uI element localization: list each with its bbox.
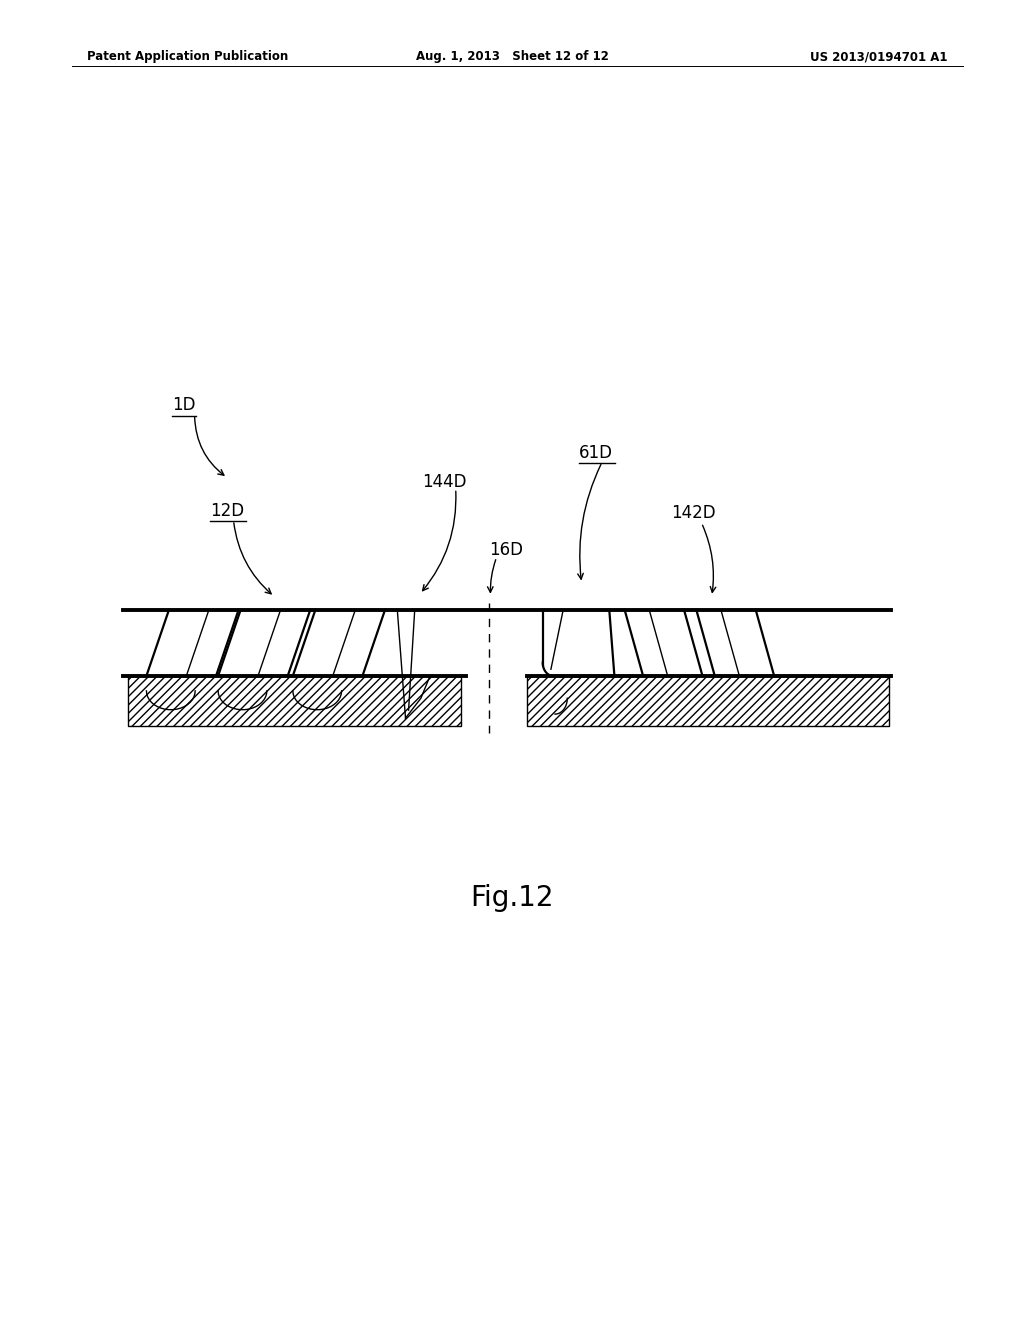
Polygon shape (128, 676, 461, 726)
Text: 1D: 1D (172, 396, 196, 414)
Text: 142D: 142D (671, 504, 716, 523)
Text: 16D: 16D (489, 541, 523, 560)
Text: 61D: 61D (579, 444, 612, 462)
Text: 144D: 144D (422, 473, 466, 491)
Text: Patent Application Publication: Patent Application Publication (87, 50, 289, 63)
Text: 12D: 12D (210, 502, 244, 520)
Text: Fig.12: Fig.12 (470, 884, 554, 912)
FancyArrowPatch shape (423, 491, 456, 590)
Polygon shape (527, 676, 889, 726)
Text: Aug. 1, 2013   Sheet 12 of 12: Aug. 1, 2013 Sheet 12 of 12 (416, 50, 608, 63)
FancyArrowPatch shape (195, 417, 224, 475)
FancyArrowPatch shape (487, 560, 496, 593)
FancyArrowPatch shape (702, 525, 716, 593)
FancyArrowPatch shape (233, 523, 271, 594)
FancyArrowPatch shape (578, 465, 601, 579)
Text: US 2013/0194701 A1: US 2013/0194701 A1 (810, 50, 947, 63)
